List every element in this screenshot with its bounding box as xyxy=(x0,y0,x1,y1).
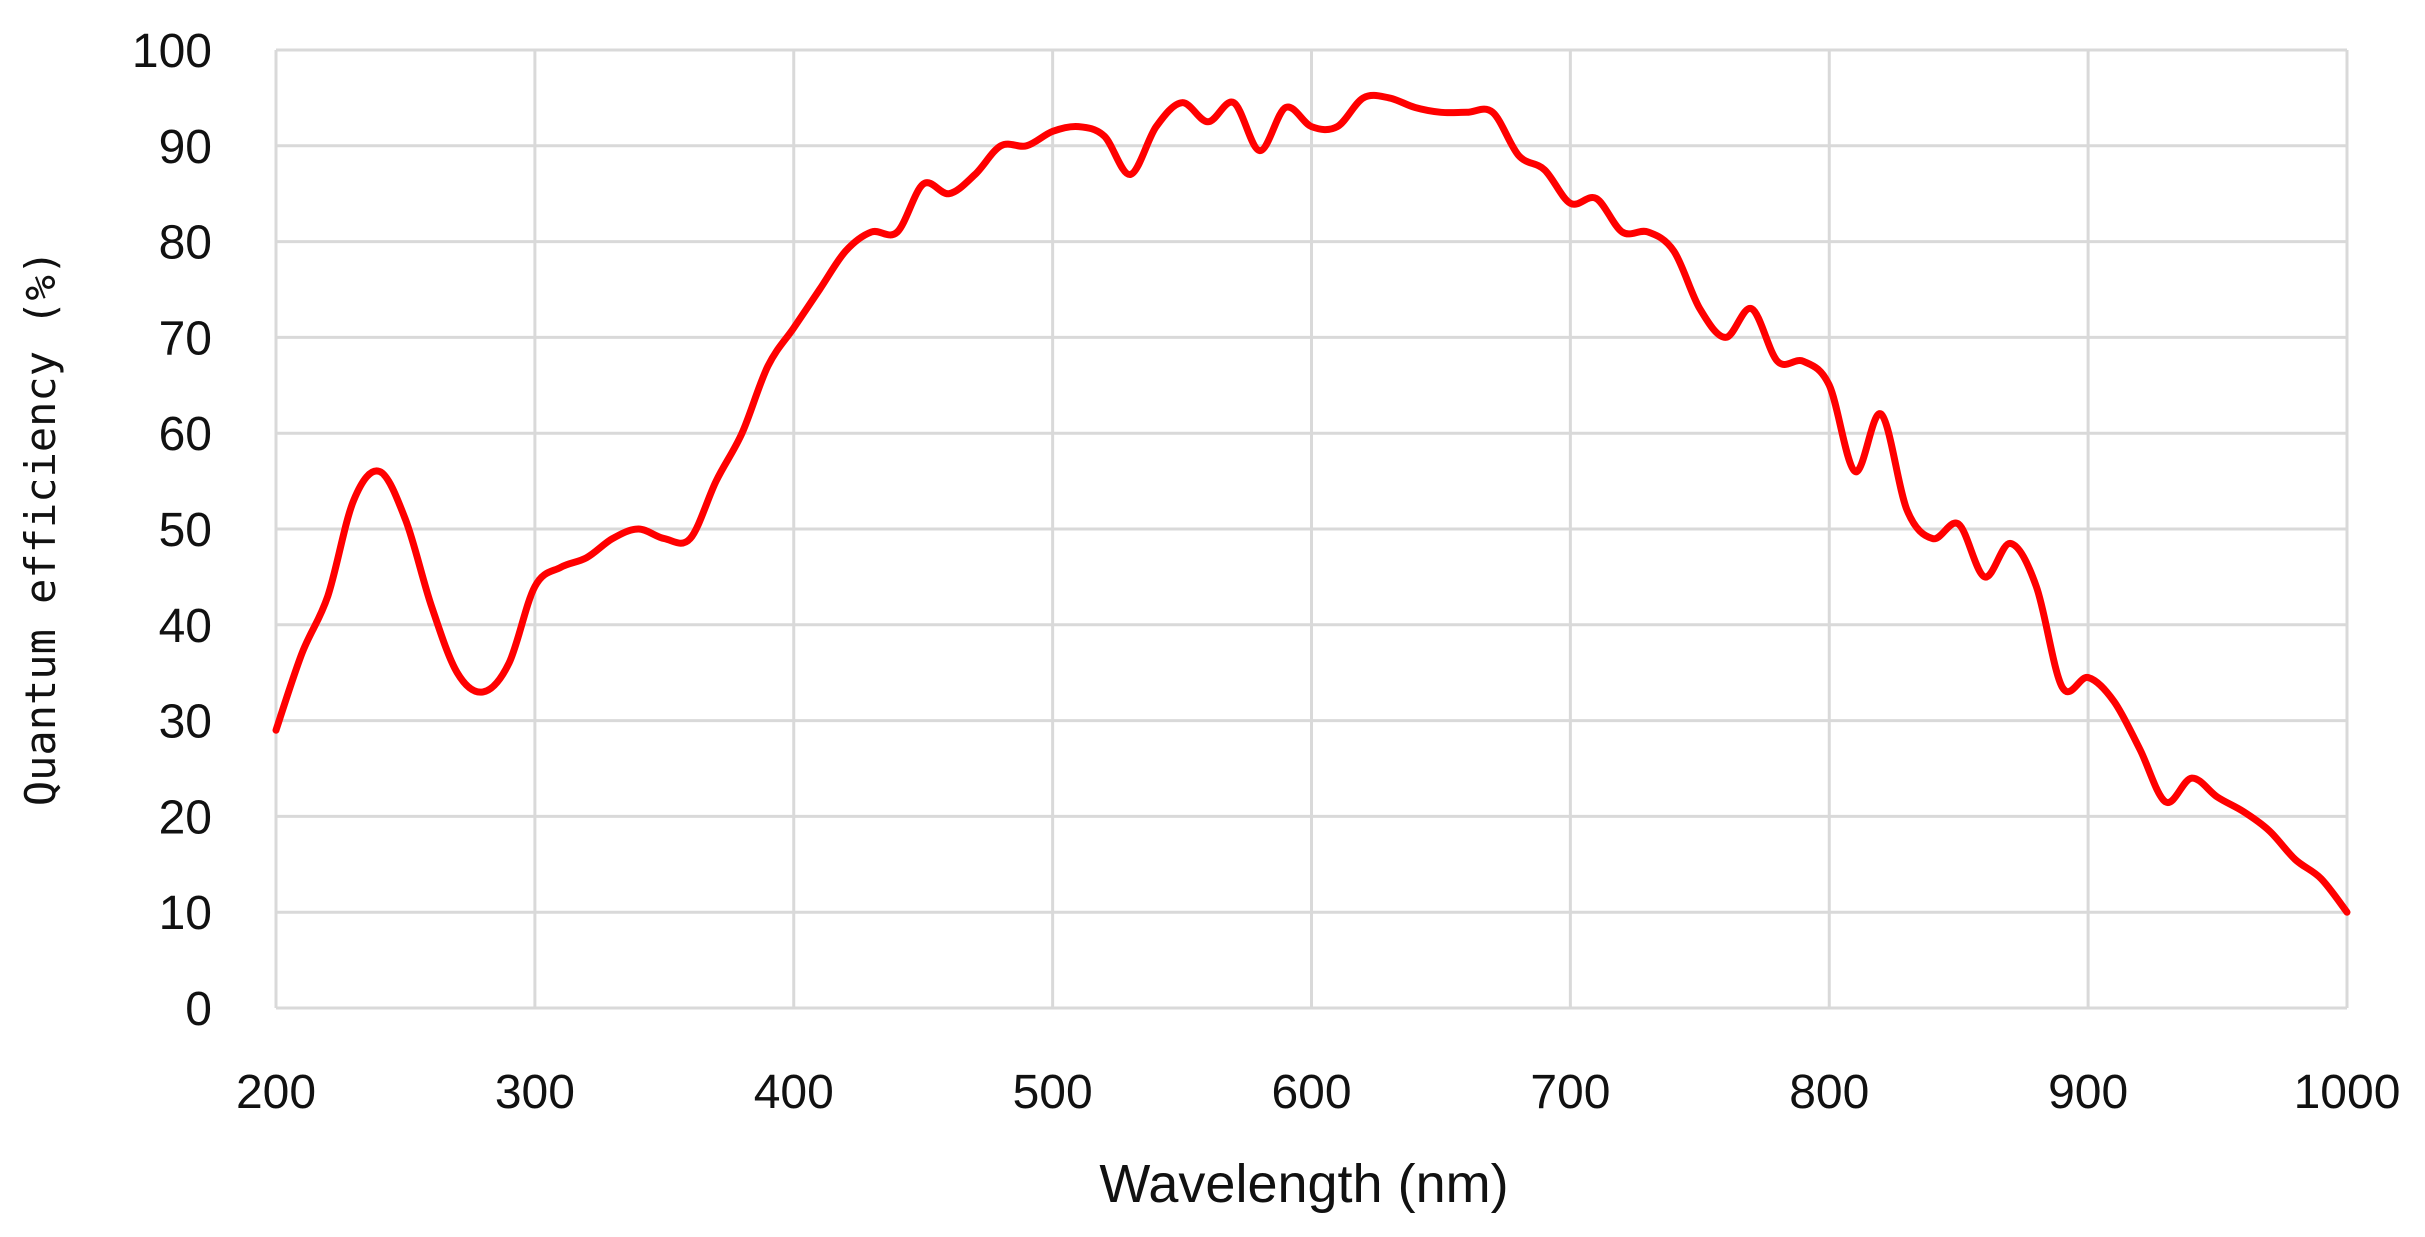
grid xyxy=(274,48,2349,1010)
series-layer xyxy=(272,91,2351,916)
x-tick-label: 600 xyxy=(1271,1066,1351,1119)
x-tick-label: 500 xyxy=(1013,1066,1093,1119)
y-tick-label: 70 xyxy=(159,312,212,365)
y-tick-label: 10 xyxy=(159,887,212,940)
y-tick-label: 60 xyxy=(159,408,212,461)
y-tick-label: 20 xyxy=(159,791,212,844)
y-tick-label: 50 xyxy=(159,504,212,557)
qe-series-line xyxy=(272,91,2351,916)
y-tick-label: 40 xyxy=(159,600,212,653)
y-axis-title: Quantum efficiency (%) xyxy=(16,250,65,806)
x-tick-label: 1000 xyxy=(2294,1066,2401,1119)
y-tick-label: 100 xyxy=(132,25,212,78)
y-tick-label: 0 xyxy=(185,983,212,1036)
y-tick-labels: 0 10 20 30 40 50 60 70 80 90 100 xyxy=(132,25,212,1036)
x-tick-label: 900 xyxy=(2048,1066,2128,1119)
x-tick-labels: 200 300 400 500 600 700 800 900 1000 xyxy=(236,1066,2400,1119)
y-tick-label: 30 xyxy=(159,696,212,749)
x-tick-label: 700 xyxy=(1530,1066,1610,1119)
y-tick-label: 90 xyxy=(159,121,212,174)
x-tick-label: 800 xyxy=(1789,1066,1869,1119)
x-tick-label: 200 xyxy=(236,1066,316,1119)
x-tick-label: 400 xyxy=(754,1066,834,1119)
x-tick-label: 300 xyxy=(495,1066,575,1119)
y-tick-label: 80 xyxy=(159,217,212,270)
x-axis-title: Wavelength (nm) xyxy=(1099,1154,1508,1214)
